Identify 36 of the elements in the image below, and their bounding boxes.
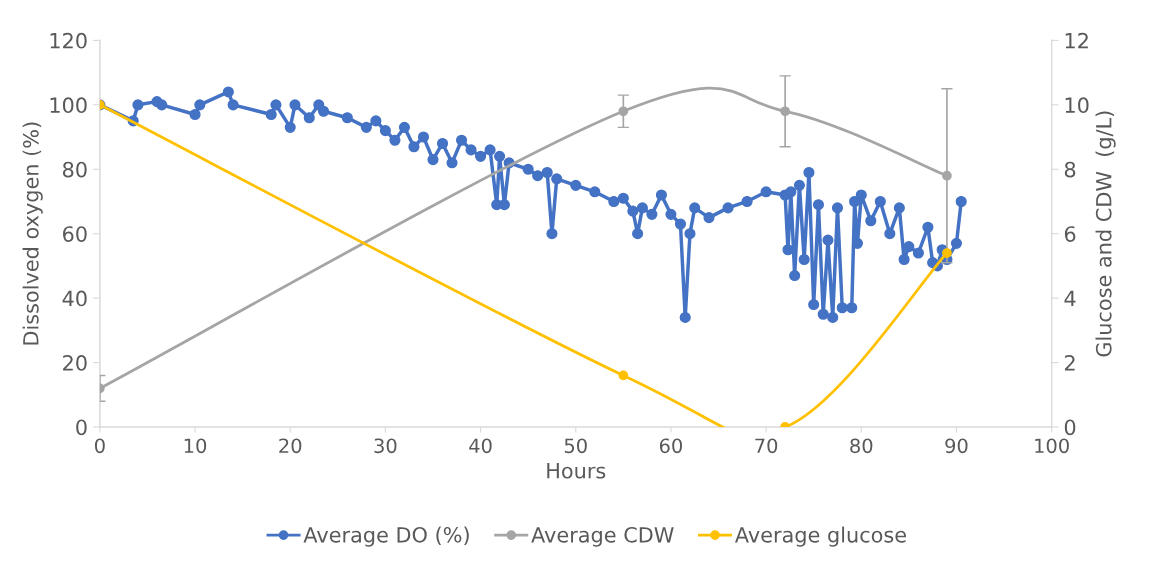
y-tick-label: 120	[50, 32, 87, 49]
y-tick-label: 100	[50, 97, 87, 114]
x-tick-label: 90	[945, 438, 968, 454]
y-tick-label: 0	[76, 419, 87, 436]
x-tick-label: 10	[184, 438, 207, 454]
y2-tick-label: 10	[1065, 97, 1089, 114]
x-tick-label: 30	[374, 438, 397, 454]
x-tick-label: 20	[279, 438, 302, 454]
point	[780, 106, 790, 117]
x-tick-label: 0	[94, 438, 105, 454]
point	[618, 106, 629, 117]
x-tick-label: 50	[564, 438, 587, 454]
x-tick-label: 60	[659, 438, 682, 454]
y2-axis-title: Glucose and CDW (g/L)	[1095, 111, 1116, 357]
x-tick-label: 100	[1035, 438, 1069, 454]
y2-tick-label: 2	[1064, 355, 1075, 371]
y2-tick-label: 0	[1064, 419, 1076, 436]
y2-tick-label: 4	[1064, 290, 1076, 307]
x-tick-label: 40	[469, 438, 492, 454]
point	[942, 248, 952, 258]
x-axis-title: Hours	[547, 463, 606, 479]
y-tick-label: 40	[62, 290, 87, 307]
y2-tick-label: 6	[1064, 226, 1076, 242]
legend-label: Average glucose	[734, 526, 906, 547]
y2-tick-label: 8	[1064, 161, 1076, 178]
y2-tick-label: 12	[1065, 32, 1088, 49]
y-tick-label: 20	[63, 355, 87, 371]
y-tick-label: 80	[62, 161, 87, 178]
point	[618, 370, 629, 381]
y-tick-label: 60	[63, 226, 87, 242]
x-tick-label: 70	[755, 438, 778, 454]
x-tick-label: 80	[850, 438, 873, 454]
legend-label: Average CDW	[531, 526, 674, 547]
y-axis-title: Dissolved oxygen (%)	[22, 122, 43, 345]
point	[942, 170, 952, 181]
legend-label: Average DO (%)	[303, 526, 469, 547]
